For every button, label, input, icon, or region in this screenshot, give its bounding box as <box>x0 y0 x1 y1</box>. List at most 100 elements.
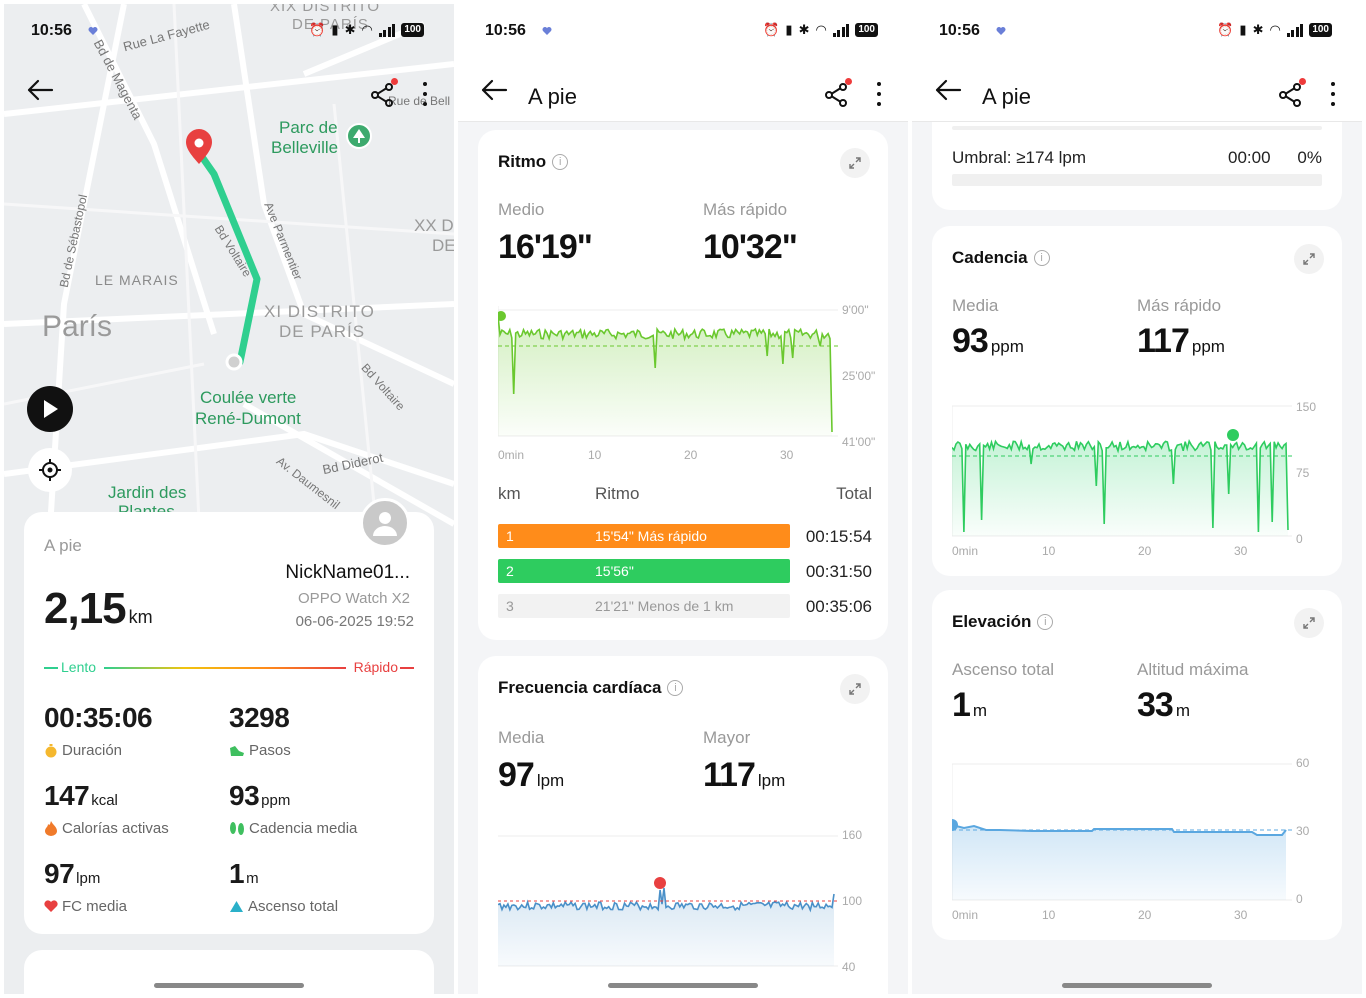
expand-button[interactable] <box>1294 244 1324 274</box>
cadence-y-tick: 75 <box>1296 466 1310 480</box>
map-label: XIX DISTRITO <box>270 4 381 15</box>
alarm-icon: ⏰ <box>309 22 326 37</box>
heart-max-value: 117 lpm <box>703 756 785 795</box>
lap-row: 3 21'21" Menos de 1 km <box>498 594 790 618</box>
expand-button[interactable] <box>1294 608 1324 638</box>
share-button[interactable] <box>824 78 852 108</box>
threshold-time: 00:00 <box>1228 148 1271 167</box>
stat-value: 93 <box>229 780 260 811</box>
vibrate-icon: ▮ <box>1239 22 1247 37</box>
stat-label: Calorías activas <box>62 820 169 837</box>
info-icon[interactable]: i <box>1033 250 1050 266</box>
more-options-icon[interactable] <box>1328 82 1338 106</box>
activity-type: A pie <box>44 536 82 555</box>
share-button[interactable] <box>370 78 398 108</box>
cadence-title: Cadencia i <box>952 248 1050 268</box>
stat-value: 00:35:06 <box>44 702 153 733</box>
elevation-chart[interactable] <box>952 762 1292 902</box>
more-options-icon[interactable] <box>420 82 430 106</box>
play-icon <box>44 400 58 418</box>
pace-y-tick: 9'00" <box>842 303 869 317</box>
lap-total: 00:35:06 <box>805 597 872 616</box>
lap-row: 1 15'54" Más rápido <box>498 524 790 548</box>
stat-label: Ascenso total <box>248 898 339 915</box>
park-icon <box>346 123 372 149</box>
device-name: OPPO Watch X2 <box>298 590 410 607</box>
back-arrow-icon[interactable] <box>26 78 54 102</box>
map-label: DE <box>432 236 454 255</box>
expand-icon <box>849 157 861 169</box>
elevation-title: Elevación i <box>952 612 1054 632</box>
heart-rate-chart[interactable] <box>498 834 838 970</box>
stat-value: 1 <box>229 858 245 889</box>
info-icon[interactable]: i <box>552 154 569 170</box>
status-icons: ⏰ ▮ ✱ ◠ 100 <box>309 22 424 38</box>
heart-title: Frecuencia cardíaca i <box>498 678 684 698</box>
fast-label: Rápido <box>353 659 398 675</box>
cadence-x-tick: 10 <box>1042 544 1056 558</box>
vibrate-icon: ▮ <box>785 22 793 37</box>
screen-cadence-elevation: 10:56 ⏰ ▮ ✱ ◠ 100 A pie Umbral: ≥174 lpm… <box>912 4 1362 994</box>
cadence-card: Cadencia i Media 93 ppm Más rápido 117 ppm … <box>932 226 1342 576</box>
lap-header-km: km <box>498 484 521 503</box>
elevation-x-tick: 10 <box>1042 908 1056 922</box>
back-arrow-icon[interactable] <box>934 78 962 102</box>
distance-value: 2,15 km <box>44 584 153 634</box>
map-label: DE PARÍS <box>279 322 366 341</box>
stat-cadence: 93 ppm Cadencia media <box>229 780 357 837</box>
home-indicator[interactable] <box>154 983 304 988</box>
status-time: 10:56 <box>485 22 526 39</box>
stopwatch-icon <box>45 743 57 757</box>
user-icon <box>373 512 397 536</box>
play-button[interactable] <box>27 386 73 432</box>
map-label: París <box>42 310 113 343</box>
cadence-fast-unit: ppm <box>1191 337 1225 356</box>
elevation-area <box>952 825 1286 900</box>
pace-y-tick: 25'00" <box>842 369 876 383</box>
stat-label: Duración <box>62 742 123 759</box>
home-indicator[interactable] <box>608 983 758 988</box>
heart-avg-value: 97 lpm <box>498 756 564 795</box>
stat-label: Cadencia media <box>249 820 358 837</box>
back-arrow-icon[interactable] <box>480 78 508 102</box>
elevation-title-text: Elevación <box>952 612 1032 631</box>
share-button[interactable] <box>1278 78 1306 108</box>
lap-total: 00:31:50 <box>805 562 872 581</box>
home-indicator[interactable] <box>1062 983 1212 988</box>
pace-title-text: Ritmo <box>498 152 547 171</box>
info-icon[interactable]: i <box>667 680 684 696</box>
pace-chart[interactable] <box>498 306 838 442</box>
cadence-chart[interactable] <box>952 404 1292 540</box>
more-options-icon[interactable] <box>874 82 884 106</box>
cadence-y-tick: 0 <box>1296 532 1303 546</box>
pace-x-tick: 10 <box>588 448 602 462</box>
expand-button[interactable] <box>840 674 870 704</box>
footprints-icon <box>230 822 244 835</box>
status-bar: 10:56 ⏰ ▮ ✱ ◠ 100 <box>912 4 1362 58</box>
threshold-bar <box>952 174 1322 186</box>
wifi-icon: ◠ <box>1269 22 1281 37</box>
page-title: A pie <box>528 84 577 109</box>
heart-max-number: 117 <box>703 756 756 794</box>
app-bar: A pie <box>912 58 1362 122</box>
locate-button[interactable] <box>28 448 72 492</box>
map-label: LE MARAIS <box>95 272 179 288</box>
pace-title: Ritmo i <box>498 152 569 172</box>
stat-value: 3298 <box>229 702 290 733</box>
info-icon[interactable]: i <box>1037 614 1054 630</box>
map-label: Coulée verte <box>200 388 297 407</box>
cadence-fast-label: Más rápido <box>1137 296 1222 315</box>
lap-header-pace: Ritmo <box>595 484 640 503</box>
stat-unit: kcal <box>91 792 118 809</box>
threshold-percent: 0% <box>1297 148 1322 167</box>
cadence-x-tick: 30 <box>1234 544 1248 558</box>
lap-total: 00:15:54 <box>805 527 872 546</box>
expand-button[interactable] <box>840 148 870 178</box>
avatar[interactable] <box>360 498 410 548</box>
elevation-max-unit: m <box>1175 701 1190 720</box>
stat-unit: ppm <box>261 792 291 809</box>
map-label: XX D <box>414 216 454 235</box>
